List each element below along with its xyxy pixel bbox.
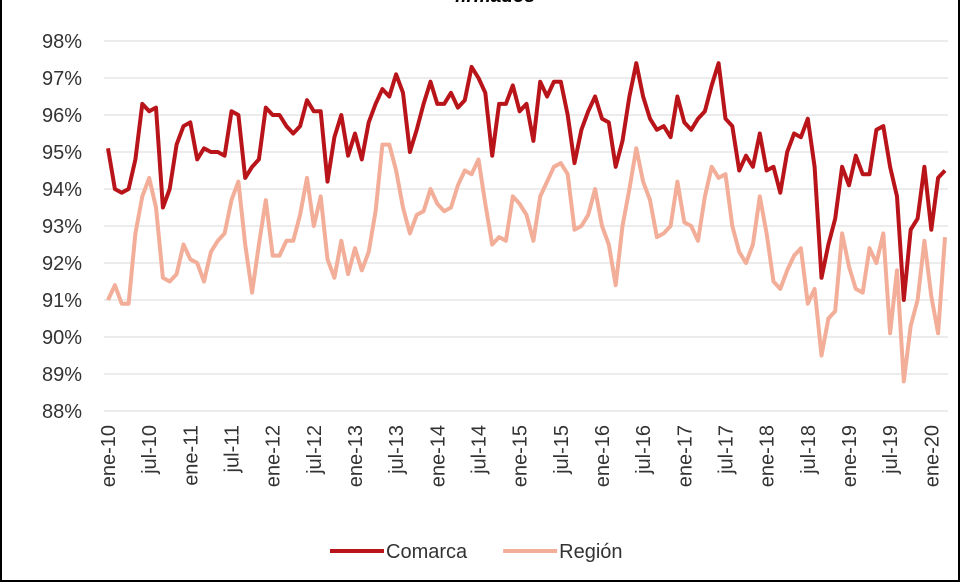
x-tick-label: jul-13: [386, 425, 408, 475]
x-tick-label: jul-17: [715, 425, 737, 475]
x-tick-label: ene-11: [180, 425, 202, 486]
x-tick-label: ene-15: [510, 425, 532, 487]
y-tick-label: 90%: [42, 327, 82, 349]
x-tick-label: jul-16: [633, 425, 655, 475]
series-line: [106, 61, 947, 302]
x-tick-label: ene-14: [427, 425, 449, 487]
y-tick-label: 88%: [42, 401, 82, 423]
x-tick-label: ene-16: [592, 425, 614, 487]
x-tick-label: jul-10: [139, 425, 161, 475]
chart-title: firmados: [455, 0, 535, 7]
x-tick-label: jul-18: [798, 425, 820, 475]
x-tick-label: jul-12: [304, 425, 326, 475]
x-tick-label: ene-19: [839, 425, 861, 487]
x-tick-label: ene-10: [98, 425, 120, 487]
legend-label: Región: [559, 541, 622, 563]
x-tick-label: ene-13: [345, 425, 367, 487]
series-line: [106, 142, 947, 384]
x-tick-label: jul-11: [221, 425, 243, 473]
x-tick-label: ene-18: [757, 425, 779, 487]
y-tick-label: 93%: [42, 216, 82, 238]
x-tick-label: ene-12: [263, 425, 285, 487]
x-tick-label: jul-14: [468, 425, 490, 475]
y-tick-label: 95%: [42, 142, 82, 164]
x-tick-label: ene-20: [921, 425, 943, 487]
y-tick-label: 91%: [42, 290, 82, 312]
y-tick-label: 98%: [42, 31, 82, 53]
y-tick-label: 92%: [42, 253, 82, 275]
x-tick-label: ene-17: [674, 425, 696, 487]
y-tick-label: 89%: [42, 364, 82, 386]
y-tick-label: 97%: [42, 68, 82, 90]
y-tick-label: 94%: [42, 179, 82, 201]
legend-label: Comarca: [386, 541, 468, 563]
y-tick-label: 96%: [42, 105, 82, 127]
x-tick-label: jul-19: [880, 425, 902, 475]
x-tick-label: jul-15: [551, 425, 573, 475]
